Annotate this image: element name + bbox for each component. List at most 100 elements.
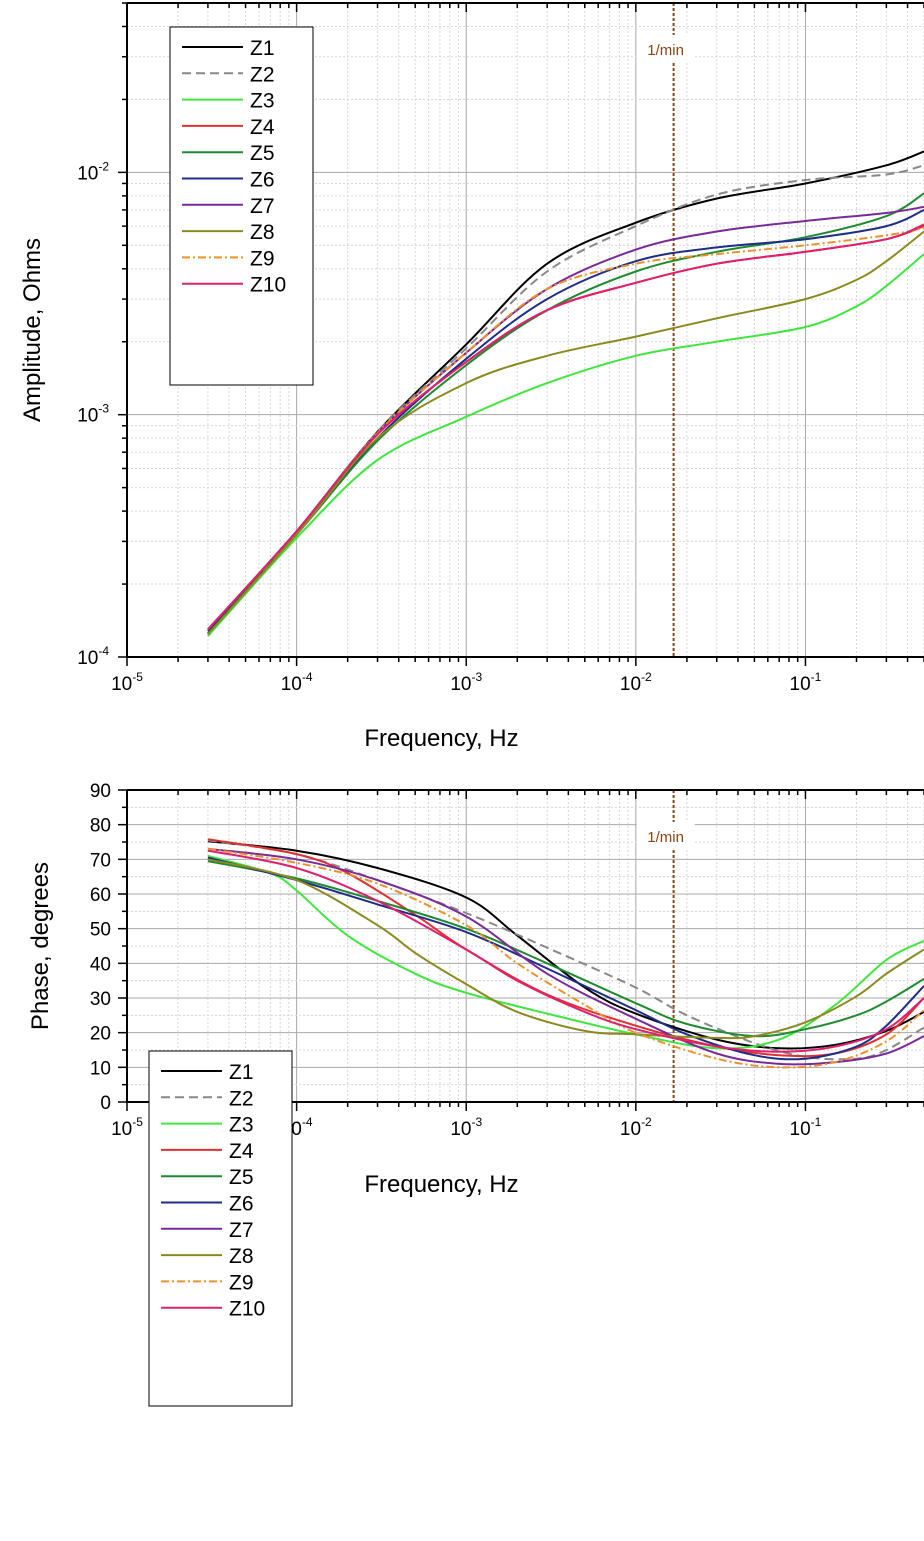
legend: Z1 Z2 Z3 Z4 Z5 Z6 Z7 Z8 Z9 Z10 — [169, 26, 314, 386]
y-tick-label: 40 — [90, 954, 111, 975]
tick-exponent: -2 — [641, 1115, 652, 1129]
series-line-z6 — [207, 208, 924, 632]
y-tick-label: 80 — [90, 816, 111, 837]
series-line-z10 — [207, 849, 924, 1053]
legend-label-z9: Z9 — [229, 1271, 254, 1294]
tick-base: 10 — [790, 674, 811, 695]
legend-label-z3: Z3 — [229, 1114, 254, 1137]
legend-box — [169, 26, 314, 386]
series-line-z1 — [207, 150, 924, 635]
series-line-z3 — [207, 253, 924, 637]
tick-exponent: -4 — [302, 670, 313, 684]
x-tick-label: 10-2 — [620, 1115, 652, 1140]
legend-label-z1: Z1 — [250, 37, 275, 60]
legend-label-z9: Z9 — [250, 247, 275, 270]
tick-exponent: -3 — [98, 402, 109, 416]
x-tick-label: 10-3 — [450, 670, 482, 695]
legend-label-z7: Z7 — [250, 195, 275, 218]
annotation-label: 1/min — [647, 42, 684, 59]
tick-exponent: -3 — [471, 1115, 482, 1129]
tick-base: 10 — [790, 1119, 811, 1140]
y-tick-label: 90 — [90, 781, 111, 802]
series-group — [207, 150, 924, 637]
tick-base: 10 — [111, 674, 132, 695]
tick-exponent: -5 — [132, 1115, 143, 1129]
tick-exponent: -2 — [98, 159, 109, 173]
y-axis-title: Phase, degrees — [27, 862, 54, 1030]
tick-exponent: -3 — [471, 670, 482, 684]
tick-exponent: -4 — [98, 644, 109, 658]
series-line-z5 — [207, 860, 924, 1038]
annotation-label: 1/min — [647, 829, 684, 846]
x-axis-title: Frequency, Hz — [364, 1171, 518, 1198]
y-tick-label: 20 — [90, 1024, 111, 1045]
tick-base: 10 — [620, 674, 641, 695]
series-line-z8 — [207, 230, 924, 636]
legend-label-z6: Z6 — [229, 1193, 254, 1216]
series-line-z4 — [207, 225, 924, 631]
y-tick-label: 0 — [100, 1093, 111, 1114]
y-tick-label: 50 — [90, 920, 111, 941]
tick-base: 10 — [111, 1119, 132, 1140]
series-line-z8 — [207, 858, 924, 1040]
grid — [127, 790, 924, 1102]
tick-base: 10 — [77, 406, 98, 427]
y-tick-label: 30 — [90, 989, 111, 1010]
legend-label-z3: Z3 — [250, 90, 275, 113]
series-group — [207, 838, 924, 1069]
x-tick-label: 10-2 — [620, 670, 652, 695]
series-line-z10 — [207, 223, 924, 631]
x-axis-title: Frequency, Hz — [364, 725, 518, 752]
phase-panel: 1/min10-510-410-310-210-1010203040506070… — [27, 781, 924, 1407]
legend-label-z4: Z4 — [229, 1140, 254, 1163]
legend-label-z4: Z4 — [250, 116, 275, 139]
legend-label-z8: Z8 — [229, 1245, 254, 1268]
series-line-z3 — [207, 854, 924, 1050]
tick-exponent: -5 — [132, 670, 143, 684]
series-line-z4 — [207, 838, 924, 1058]
legend-label-z1: Z1 — [229, 1061, 254, 1084]
tick-base: 10 — [620, 1119, 641, 1140]
y-tick-label: 10-2 — [77, 159, 109, 184]
series-line-z6 — [207, 856, 924, 1061]
legend-label-z8: Z8 — [250, 221, 275, 244]
legend-label-z6: Z6 — [250, 169, 275, 192]
legend: Z1 Z2 Z3 Z4 Z5 Z6 Z7 Z8 Z9 Z10 — [148, 1050, 293, 1407]
tick-exponent: -1 — [811, 670, 822, 684]
x-tick-label: 10-1 — [790, 670, 822, 695]
series-line-z1 — [207, 840, 924, 1050]
y-tick-label: 70 — [90, 850, 111, 871]
annotation-background — [636, 35, 695, 61]
y-axis-title: Amplitude, Ohms — [19, 238, 46, 422]
annotation-background — [636, 822, 695, 848]
y-tick-label: 60 — [90, 885, 111, 906]
x-tick-label: 10-3 — [450, 1115, 482, 1140]
x-tick-label: 10-4 — [281, 670, 313, 695]
tick-exponent: -1 — [811, 1115, 822, 1129]
x-tick-label: 10-5 — [111, 1115, 143, 1140]
series-line-z7 — [207, 205, 924, 631]
legend-label-z5: Z5 — [250, 142, 275, 165]
tick-exponent: -4 — [302, 1115, 313, 1129]
legend-label-z7: Z7 — [229, 1219, 254, 1242]
legend-label-z10: Z10 — [229, 1298, 265, 1321]
series-line-z2 — [207, 164, 924, 635]
tick-base: 10 — [77, 163, 98, 184]
y-tick-label: 10 — [90, 1058, 111, 1079]
legend-label-z10: Z10 — [250, 274, 286, 297]
series-line-z9 — [207, 847, 924, 1069]
tick-base: 10 — [450, 674, 471, 695]
y-tick-label: 10-4 — [77, 644, 109, 669]
tick-base: 10 — [450, 1119, 471, 1140]
tick-base: 10 — [281, 674, 302, 695]
x-tick-label: 10-5 — [111, 670, 143, 695]
y-tick-label: 10-3 — [77, 402, 109, 427]
legend-label-z2: Z2 — [229, 1087, 254, 1110]
tick-base: 10 — [77, 648, 98, 669]
legend-label-z2: Z2 — [250, 63, 275, 86]
tick-exponent: -2 — [641, 670, 652, 684]
x-tick-label: 10-1 — [790, 1115, 822, 1140]
legend-label-z5: Z5 — [229, 1166, 254, 1189]
